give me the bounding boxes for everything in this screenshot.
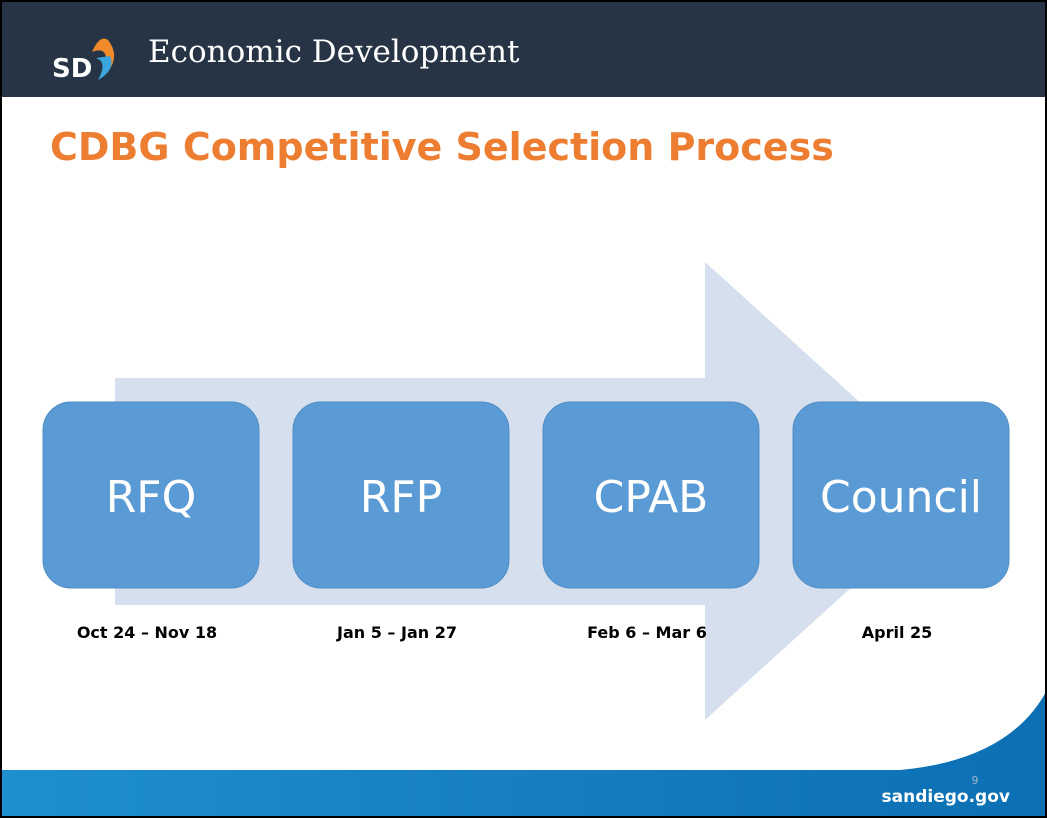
step-dates: April 25	[862, 623, 933, 642]
step-box	[792, 401, 1010, 589]
logo-text: SD	[52, 54, 92, 84]
step-box	[292, 401, 510, 589]
header-bar	[0, 0, 1047, 97]
step-dates: Oct 24 – Nov 18	[77, 623, 217, 642]
step-label: CPAB	[594, 472, 709, 523]
footer-site: sandiego.gov	[882, 787, 1010, 807]
step-box	[42, 401, 260, 589]
logo: SD	[52, 38, 115, 84]
step-label: RFQ	[106, 472, 197, 523]
step-dates: Feb 6 – Mar 6	[587, 623, 707, 642]
step-label: Council	[820, 472, 982, 523]
step-dates: Jan 5 – Jan 27	[336, 623, 457, 642]
slide-title: CDBG Competitive Selection Process	[50, 125, 834, 169]
step-label: RFP	[360, 472, 442, 523]
page-number: 9	[972, 774, 979, 787]
footer-bar	[0, 690, 1047, 818]
header-title: Economic Development	[148, 34, 520, 70]
step-box	[542, 401, 760, 589]
process-arrow	[115, 262, 958, 720]
